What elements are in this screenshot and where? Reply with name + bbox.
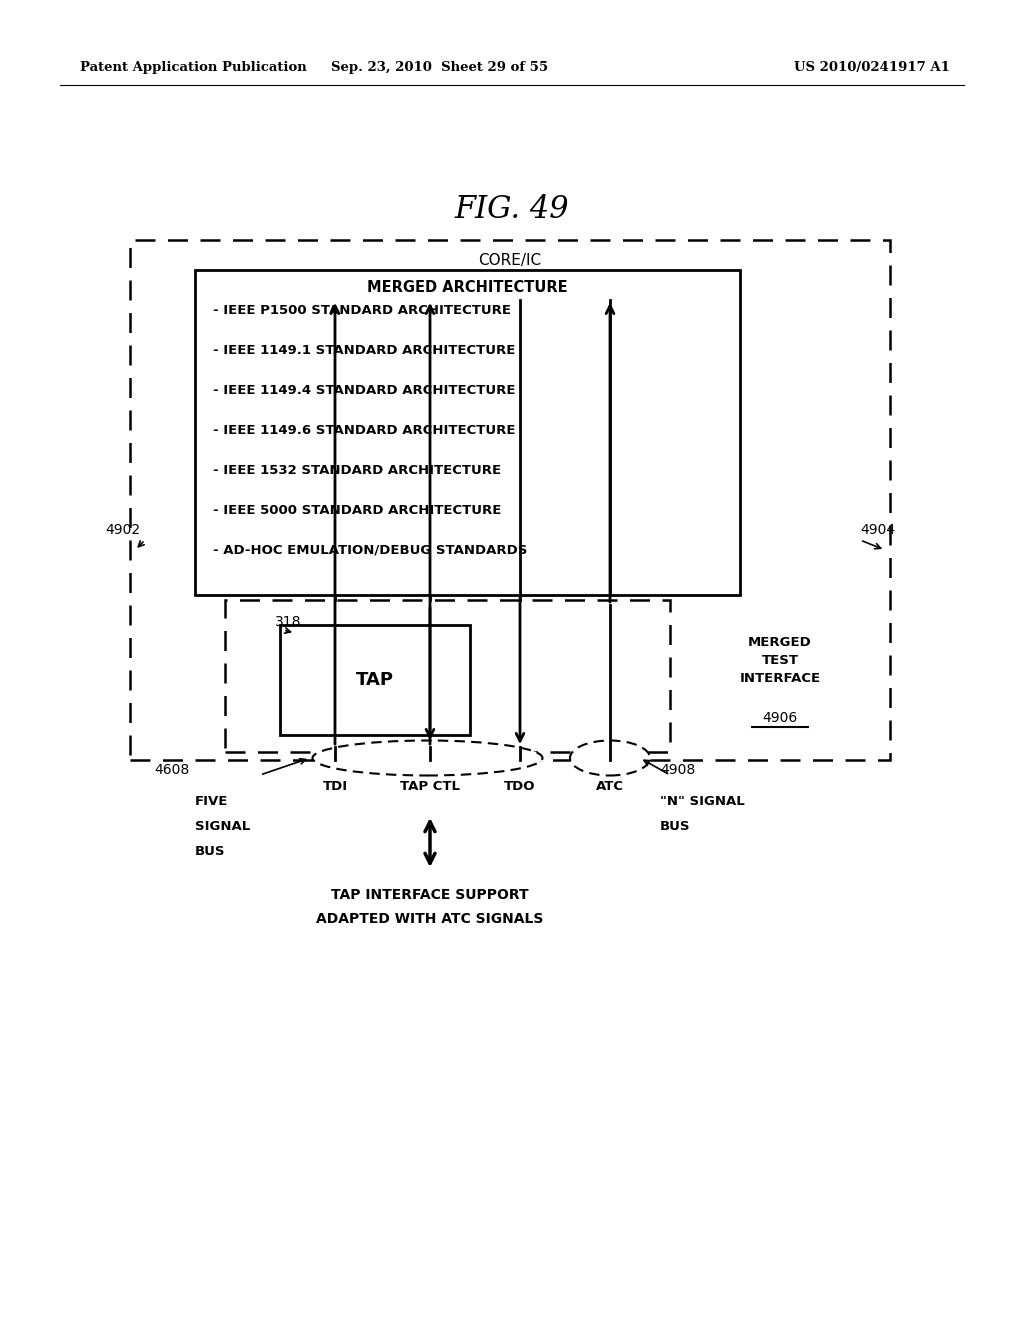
Ellipse shape bbox=[570, 741, 650, 776]
Bar bbox=[130, 240, 890, 760]
Text: 4906: 4906 bbox=[763, 711, 798, 725]
Text: FIVE: FIVE bbox=[195, 795, 228, 808]
Text: TAP: TAP bbox=[356, 671, 394, 689]
Text: TAP INTERFACE SUPPORT: TAP INTERFACE SUPPORT bbox=[331, 888, 528, 902]
Text: Patent Application Publication: Patent Application Publication bbox=[80, 62, 307, 74]
Text: US 2010/0241917 A1: US 2010/0241917 A1 bbox=[795, 62, 950, 74]
Text: ATC: ATC bbox=[596, 780, 624, 793]
Bar bbox=[280, 624, 470, 735]
Text: MERGED ARCHITECTURE: MERGED ARCHITECTURE bbox=[368, 281, 568, 296]
Text: - IEEE 5000 STANDARD ARCHITECTURE: - IEEE 5000 STANDARD ARCHITECTURE bbox=[213, 503, 502, 516]
Text: - IEEE 1149.4 STANDARD ARCHITECTURE: - IEEE 1149.4 STANDARD ARCHITECTURE bbox=[213, 384, 515, 396]
Bar bbox=[195, 271, 740, 595]
Text: - AD-HOC EMULATION/DEBUG STANDARDS: - AD-HOC EMULATION/DEBUG STANDARDS bbox=[213, 544, 527, 557]
Ellipse shape bbox=[312, 741, 543, 776]
Text: - IEEE 1149.1 STANDARD ARCHITECTURE: - IEEE 1149.1 STANDARD ARCHITECTURE bbox=[213, 343, 515, 356]
Text: TAP CTL: TAP CTL bbox=[400, 780, 460, 793]
Text: 4902: 4902 bbox=[105, 523, 140, 537]
Text: MERGED
TEST
INTERFACE: MERGED TEST INTERFACE bbox=[739, 635, 820, 685]
Text: Sep. 23, 2010  Sheet 29 of 55: Sep. 23, 2010 Sheet 29 of 55 bbox=[332, 62, 549, 74]
Text: BUS: BUS bbox=[195, 845, 225, 858]
Text: SIGNAL: SIGNAL bbox=[195, 820, 250, 833]
Text: - IEEE P1500 STANDARD ARCHITECTURE: - IEEE P1500 STANDARD ARCHITECTURE bbox=[213, 304, 511, 317]
Text: TDI: TDI bbox=[323, 780, 347, 793]
Text: BUS: BUS bbox=[660, 820, 690, 833]
Text: - IEEE 1149.6 STANDARD ARCHITECTURE: - IEEE 1149.6 STANDARD ARCHITECTURE bbox=[213, 424, 515, 437]
Text: 318: 318 bbox=[275, 615, 301, 630]
Text: ADAPTED WITH ATC SIGNALS: ADAPTED WITH ATC SIGNALS bbox=[316, 912, 544, 927]
Text: 4608: 4608 bbox=[155, 763, 190, 777]
Text: 4908: 4908 bbox=[660, 763, 695, 777]
Text: TDO: TDO bbox=[504, 780, 536, 793]
Text: - IEEE 1532 STANDARD ARCHITECTURE: - IEEE 1532 STANDARD ARCHITECTURE bbox=[213, 463, 501, 477]
Text: 4904: 4904 bbox=[860, 523, 895, 537]
Text: "N" SIGNAL: "N" SIGNAL bbox=[660, 795, 744, 808]
Bar bbox=[225, 601, 670, 752]
Text: FIG. 49: FIG. 49 bbox=[455, 194, 569, 226]
Text: CORE/IC: CORE/IC bbox=[478, 252, 542, 268]
